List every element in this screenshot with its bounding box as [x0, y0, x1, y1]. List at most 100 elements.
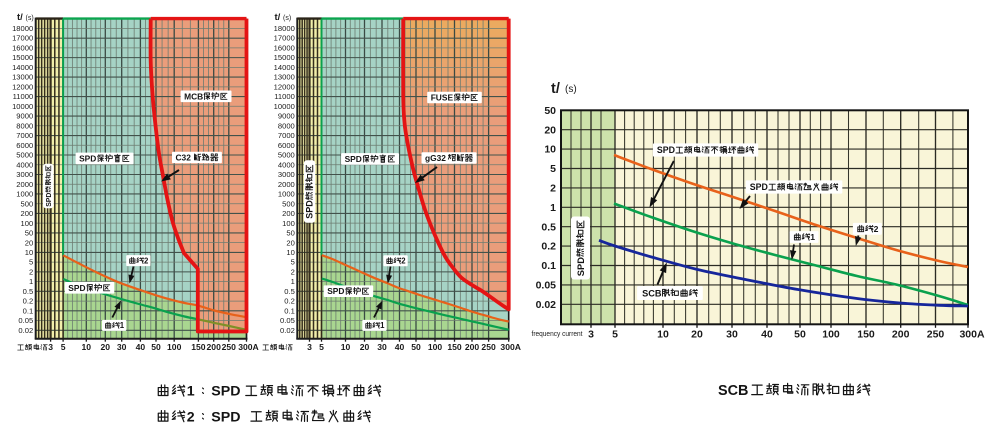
svg-text:gG32: gG32: [425, 153, 446, 163]
svg-text:20: 20: [25, 238, 33, 247]
svg-text:17000: 17000: [12, 34, 33, 43]
svg-text:1: 1: [120, 321, 125, 330]
svg-text:13000: 13000: [12, 73, 33, 82]
svg-text:4000: 4000: [16, 160, 33, 169]
svg-text:6000: 6000: [278, 141, 295, 150]
svg-text:SPD: SPD: [211, 384, 240, 400]
svg-text:200: 200: [21, 209, 34, 218]
svg-text:SCB: SCB: [642, 288, 662, 298]
svg-text:5: 5: [612, 328, 618, 340]
svg-text:50: 50: [794, 328, 806, 340]
svg-text:0.1: 0.1: [284, 306, 295, 315]
svg-text:200: 200: [282, 209, 295, 218]
svg-text:5: 5: [61, 342, 66, 352]
svg-text:10: 10: [82, 342, 92, 352]
svg-text:150: 150: [447, 342, 462, 352]
svg-text:3000: 3000: [16, 170, 33, 179]
svg-text:10: 10: [25, 248, 33, 257]
svg-text:3: 3: [588, 328, 594, 340]
svg-text:200: 200: [207, 342, 222, 352]
svg-text:40: 40: [395, 342, 405, 352]
svg-text:50: 50: [411, 342, 421, 352]
svg-text:500: 500: [282, 199, 295, 208]
svg-text:0.1: 0.1: [23, 306, 34, 315]
svg-text:150: 150: [191, 342, 206, 352]
svg-text:7000: 7000: [278, 131, 295, 140]
svg-text:2000: 2000: [278, 180, 295, 189]
svg-text:5: 5: [291, 258, 295, 267]
svg-text:2: 2: [29, 267, 33, 276]
svg-text:1: 1: [550, 202, 556, 214]
svg-text:100: 100: [282, 219, 295, 228]
svg-text:150: 150: [857, 328, 875, 340]
svg-text:0.5: 0.5: [284, 287, 295, 296]
svg-text:(s): (s): [565, 84, 577, 95]
svg-text:10000: 10000: [12, 102, 33, 111]
svg-text:12000: 12000: [274, 82, 295, 91]
svg-text:0.2: 0.2: [284, 297, 295, 306]
svg-text:16000: 16000: [12, 43, 33, 52]
svg-text:0.05: 0.05: [18, 316, 33, 325]
svg-text:20: 20: [101, 342, 111, 352]
svg-text:5: 5: [550, 163, 556, 175]
svg-text:SCB: SCB: [718, 383, 748, 399]
svg-text:100: 100: [167, 342, 182, 352]
svg-text:11000: 11000: [274, 92, 295, 101]
svg-text:9000: 9000: [278, 112, 295, 121]
svg-text:2: 2: [401, 257, 406, 266]
svg-text:(s): (s): [26, 15, 34, 22]
svg-text:100: 100: [428, 342, 443, 352]
svg-text:SPD: SPD: [657, 145, 675, 155]
svg-text:5000: 5000: [278, 151, 295, 160]
svg-text:(s): (s): [283, 15, 291, 22]
svg-text:13000: 13000: [274, 73, 295, 82]
svg-text:5000: 5000: [16, 151, 33, 160]
svg-text:9000: 9000: [16, 112, 33, 121]
svg-text:15000: 15000: [12, 53, 33, 62]
svg-text:1: 1: [380, 321, 385, 330]
svg-text:7000: 7000: [16, 131, 33, 140]
svg-text:t/: t/: [17, 12, 23, 23]
svg-text:500: 500: [21, 199, 34, 208]
svg-text:20: 20: [360, 342, 370, 352]
svg-text:5: 5: [29, 258, 33, 267]
svg-text:250: 250: [222, 342, 237, 352]
svg-text:3000: 3000: [278, 170, 295, 179]
svg-text:30: 30: [117, 342, 127, 352]
svg-text:SPD: SPD: [345, 154, 362, 164]
svg-text:10: 10: [286, 248, 294, 257]
svg-text:8000: 8000: [278, 121, 295, 130]
svg-text:MCB: MCB: [184, 91, 203, 101]
svg-text:SPD: SPD: [68, 283, 85, 293]
svg-text:SPD: SPD: [576, 257, 586, 276]
svg-text:20: 20: [544, 124, 556, 136]
svg-text:SPD: SPD: [46, 193, 53, 207]
svg-text:30: 30: [377, 342, 387, 352]
svg-text:1: 1: [810, 232, 815, 242]
svg-text:10: 10: [544, 144, 556, 156]
svg-text:SPD: SPD: [327, 286, 344, 296]
svg-text:0.1: 0.1: [541, 260, 556, 272]
svg-text:6000: 6000: [16, 141, 33, 150]
svg-text:17000: 17000: [274, 34, 295, 43]
svg-text:20: 20: [286, 238, 294, 247]
svg-text:50: 50: [286, 229, 294, 238]
svg-text:0.2: 0.2: [541, 241, 556, 253]
svg-text:0.02: 0.02: [280, 326, 295, 335]
svg-text:8000: 8000: [16, 121, 33, 130]
svg-text:SPD: SPD: [750, 182, 768, 192]
svg-text:10000: 10000: [274, 102, 295, 111]
svg-text:3: 3: [307, 342, 312, 352]
svg-text:200: 200: [892, 328, 910, 340]
svg-text:14000: 14000: [274, 63, 295, 72]
svg-text:40: 40: [136, 342, 146, 352]
svg-text:16000: 16000: [274, 43, 295, 52]
svg-text:14000: 14000: [12, 63, 33, 72]
svg-text:SPD: SPD: [79, 153, 96, 163]
svg-text:0.05: 0.05: [280, 316, 295, 325]
svg-text:100: 100: [21, 219, 34, 228]
svg-text:10: 10: [341, 342, 351, 352]
svg-text:2: 2: [144, 256, 149, 265]
svg-text:1: 1: [187, 384, 195, 400]
svg-text:0.5: 0.5: [541, 221, 556, 233]
